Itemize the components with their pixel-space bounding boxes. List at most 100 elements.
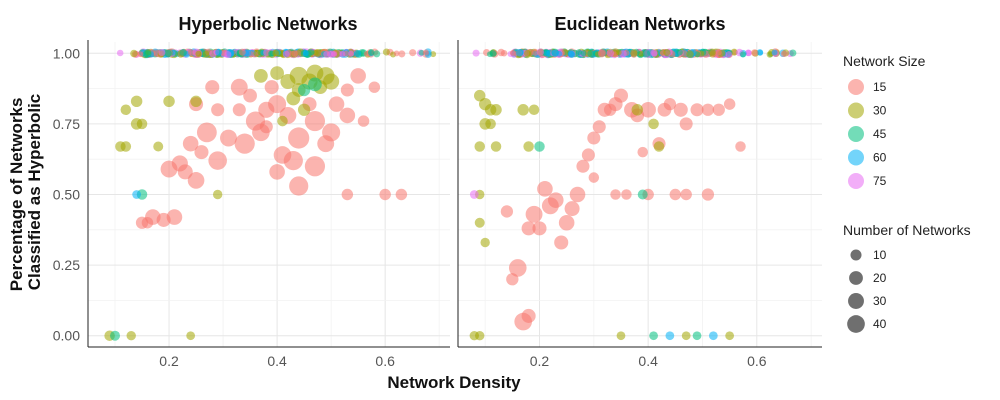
data-point: [730, 48, 738, 56]
data-point: [409, 49, 417, 57]
data-point: [564, 201, 580, 217]
data-point: [132, 190, 141, 199]
data-point: [534, 141, 545, 152]
data-point: [272, 49, 279, 57]
data-point: [472, 49, 480, 57]
data-point: [339, 51, 346, 57]
data-point: [610, 189, 621, 200]
data-point: [110, 330, 121, 341]
legend-swatch: [848, 102, 864, 119]
data-point: [136, 118, 148, 130]
data-point: [597, 50, 606, 58]
x-tick-label: 0.2: [530, 353, 550, 369]
panel-euclidean: [457, 40, 822, 348]
data-point: [182, 135, 199, 152]
data-point: [288, 127, 310, 149]
data-point: [163, 95, 175, 108]
data-point: [508, 259, 527, 277]
data-point: [725, 51, 733, 58]
data-point: [395, 188, 408, 201]
data-point: [186, 331, 196, 341]
legend-label: 60: [873, 151, 887, 165]
data-point: [289, 176, 309, 196]
data-point: [220, 129, 237, 147]
data-point: [268, 95, 287, 114]
data-point: [676, 48, 683, 56]
data-point: [523, 141, 534, 152]
data-point: [264, 80, 279, 95]
panel-title-euclidean: Euclidean Networks: [554, 14, 725, 34]
data-point: [680, 188, 692, 201]
data-point: [613, 88, 629, 103]
data-point: [648, 118, 659, 130]
data-point: [673, 102, 688, 117]
data-point: [581, 148, 595, 162]
data-point: [269, 164, 285, 180]
data-point: [160, 160, 178, 178]
data-point: [341, 188, 354, 201]
y-tick-label: 0.75: [53, 116, 80, 132]
data-point: [544, 50, 551, 57]
data-point: [164, 49, 172, 57]
legend-label: 10: [873, 248, 887, 262]
x-tick-label: 0.4: [267, 353, 287, 369]
y-axis-title: Percentage of Networks Classified as Hyp…: [7, 93, 44, 291]
data-point: [701, 103, 715, 116]
data-point: [631, 104, 644, 116]
data-point: [665, 331, 675, 341]
data-point: [616, 331, 626, 341]
legend-network-size-items: 15 30 45 60 75: [848, 79, 887, 189]
data-point: [202, 50, 210, 58]
y-tick-label: 1.00: [53, 45, 80, 61]
data-point: [291, 50, 299, 57]
data-point: [224, 51, 232, 59]
data-point: [771, 49, 778, 56]
data-point: [474, 217, 485, 228]
data-point: [497, 48, 505, 57]
data-point: [485, 118, 496, 130]
data-point: [116, 49, 124, 57]
data-point: [304, 156, 326, 177]
legend-swatch: [850, 249, 862, 261]
data-point: [418, 49, 425, 56]
data-point: [580, 50, 587, 57]
legend-swatch: [848, 149, 864, 166]
data-point: [398, 50, 406, 58]
data-point: [681, 331, 691, 341]
data-point: [143, 50, 152, 58]
legend-swatch: [847, 315, 865, 333]
data-point: [280, 74, 296, 90]
data-point: [323, 73, 340, 90]
data-point: [708, 48, 716, 57]
data-point: [517, 104, 529, 116]
x-axis-ticks: 0.2 0.4 0.6 0.2 0.4 0.6: [159, 353, 766, 369]
data-point: [382, 48, 390, 56]
data-point: [211, 103, 225, 117]
data-point: [630, 49, 638, 57]
data-point: [575, 49, 582, 56]
data-point: [422, 49, 429, 56]
data-point: [190, 95, 202, 108]
data-point: [120, 141, 132, 152]
data-point: [166, 209, 183, 225]
data-point: [490, 141, 502, 152]
data-point: [205, 80, 220, 95]
data-point: [357, 115, 370, 127]
data-point: [323, 50, 331, 59]
data-point: [430, 51, 437, 58]
data-point: [368, 81, 381, 93]
data-point: [692, 331, 702, 341]
x-tick-label: 0.2: [159, 353, 179, 369]
data-point: [621, 189, 632, 200]
legend-swatch: [849, 271, 863, 285]
legend-number-of-networks-items: 10 20 30 40: [847, 248, 887, 333]
data-point: [640, 101, 656, 118]
data-point: [642, 49, 651, 58]
data-point: [515, 48, 524, 57]
legend-label: 30: [873, 294, 887, 308]
data-point: [780, 50, 788, 58]
data-point: [322, 123, 341, 142]
legend-label: 20: [873, 271, 887, 285]
data-point: [297, 103, 311, 116]
data-point: [187, 172, 205, 189]
